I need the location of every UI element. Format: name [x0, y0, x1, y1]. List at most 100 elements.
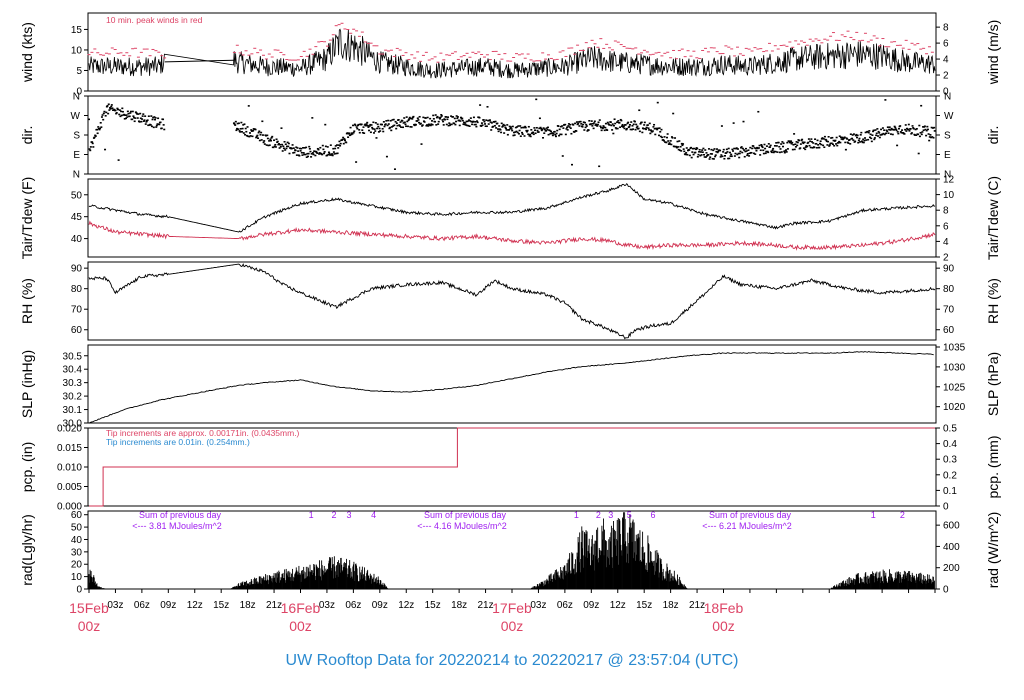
ylabel-left: Tair/Tdew (F)	[19, 177, 35, 259]
ytick-label-left: E	[73, 150, 80, 161]
rad-marker: 3	[346, 510, 351, 520]
rad-marker: 1	[871, 510, 876, 520]
series-wind	[88, 28, 936, 79]
hour-tick-label: 21z	[478, 600, 494, 611]
hour-tick-label: 12z	[187, 600, 203, 611]
ytick-label-left: 10	[71, 572, 83, 583]
hour-tick-label: 09z	[160, 600, 176, 611]
hour-tick-label: 09z	[372, 600, 388, 611]
footer-title: UW Rooftop Data for 20220214 to 20220217…	[286, 652, 739, 669]
hour-tick-label: 09z	[583, 600, 599, 611]
ylabel-right: wind (m/s)	[985, 20, 1001, 86]
ytick-label-left: 60	[71, 510, 83, 521]
ylabel-left: SLP (inHg)	[19, 350, 35, 418]
ytick-label-left: 80	[71, 284, 83, 295]
series-rh	[88, 263, 936, 340]
ytick-label-right: 6	[943, 221, 949, 232]
panel-rh: RH (%) RH (%) 60 70 80 90 60 70 80 90	[19, 261, 1001, 341]
ylabel-left: pcp. (in)	[19, 442, 35, 493]
ytick-label-right: 90	[943, 264, 955, 275]
panel-frame	[87, 12, 937, 92]
hour-tick-label: 15z	[213, 600, 229, 611]
ylabel-right: pcp. (mm)	[985, 436, 1001, 499]
ytick-label-left: 0	[76, 585, 82, 596]
ytick-label-right: 1020	[943, 402, 966, 413]
hour-tick-label: 21z	[689, 600, 705, 611]
ytick-label-right: 4	[943, 55, 949, 66]
series-peak-winds	[87, 22, 934, 63]
ytick-label-left: 70	[71, 305, 83, 316]
ytick-label-left: 50	[71, 523, 83, 534]
series-rad	[88, 512, 935, 589]
ytick-label-right: 0.5	[943, 424, 957, 435]
ytick-label-left: S	[73, 131, 80, 142]
hour-tick-label: 03z	[319, 600, 335, 611]
panel-rad: rad(Lgly/hr) rad (W/m^2)01020304050600200…	[19, 510, 1001, 596]
ytick-label-left: 0	[76, 87, 82, 98]
series-tair	[88, 183, 936, 233]
hour-tick-label: 06z	[134, 600, 150, 611]
ytick-label-right: S	[944, 131, 951, 142]
rad-marker: 4	[371, 510, 376, 520]
pcp-annotation-2: Tip increments are 0.01in. (0.254mm.)	[106, 437, 250, 447]
panel-pcp: pcp. (in) pcp. (mm) 0.000 0.005 0.010 0.015 0.…	[19, 424, 1001, 513]
ytick-label-right: 400	[943, 542, 960, 553]
day-sum-label: Sum of previous day	[424, 510, 507, 520]
day-tick-date: 18Feb	[704, 600, 744, 616]
panel-wind: wind (kts) wind (m/s) 0 5 10 15 0 2 4 6 8 10 min. p…	[19, 12, 1001, 98]
rad-marker: 2	[900, 510, 905, 520]
ytick-label-left: 30.3	[63, 378, 83, 389]
ytick-label-left: 40	[71, 535, 83, 546]
panel-frame	[87, 178, 937, 258]
wind-annotation: 10 min. peak winds in red	[106, 15, 203, 25]
ytick-label-left: 50	[71, 190, 83, 201]
ytick-label-right: 600	[943, 521, 960, 532]
ytick-label-left: 0.010	[57, 463, 82, 474]
ytick-label-left: 45	[71, 212, 83, 223]
ylabel-right: Tair/Tdew (C)	[985, 176, 1001, 260]
ytick-label-left: 10	[71, 45, 83, 56]
ytick-label-right: 6	[943, 39, 949, 50]
ytick-label-right: 0	[943, 502, 949, 513]
ytick-label-left: 0.005	[57, 482, 82, 493]
panel-temp: Tair/Tdew (F) Tair/Tdew (C) 40 45 50 2 4 6 8 10 12	[19, 175, 1001, 264]
ytick-label-left: 90	[71, 264, 83, 275]
hour-tick-label: 15z	[636, 600, 652, 611]
ytick-label-left: 60	[71, 325, 83, 336]
hour-tick-label: 03z	[530, 600, 546, 611]
series-slp	[88, 350, 934, 424]
ytick-label-left: N	[73, 92, 80, 103]
day-sum-label: Sum of previous day	[139, 510, 222, 520]
ytick-label-left: W	[71, 111, 81, 122]
ytick-label-right: 4	[943, 237, 949, 248]
rad-marker: 3	[608, 510, 613, 520]
ytick-label-right: 1030	[943, 362, 966, 373]
hour-tick-label: 18z	[663, 600, 679, 611]
ylabel-left: wind (kts)	[19, 22, 35, 83]
ytick-label-right: 80	[943, 284, 955, 295]
ytick-label-right: 0	[943, 87, 949, 98]
ytick-label-left: 30.4	[63, 365, 83, 376]
hour-tick-label: 06z	[557, 600, 573, 611]
ytick-label-left: 0.020	[57, 424, 82, 435]
ytick-label-left: N	[73, 170, 80, 181]
day-sum-value: <--- 3.81 MJoules/m^2	[132, 521, 222, 531]
ytick-label-left: 30.2	[63, 392, 83, 403]
ytick-label-left: 30.1	[63, 405, 83, 416]
rad-marker: 6	[650, 510, 655, 520]
ytick-label-right: 0.3	[943, 455, 957, 466]
ytick-label-left: 5	[76, 66, 82, 77]
time-axis: 03z 06z 09z 12z 15z 18z 21z 03z 06z 09z 12z 15z 18z 2…	[69, 588, 936, 634]
ylabel-right: RH (%)	[985, 278, 1001, 324]
ylabel-right: dir.	[985, 126, 1001, 145]
ytick-label-right: 2	[943, 253, 949, 264]
ytick-label-right: E	[944, 150, 951, 161]
day-tick-date: 17Feb	[492, 600, 532, 616]
hour-tick-label: 21z	[266, 600, 282, 611]
rad-marker: 1	[574, 510, 579, 520]
ytick-label-right: N	[944, 170, 951, 181]
ytick-label-right: 8	[943, 23, 949, 34]
ytick-label-left: 0.000	[57, 502, 82, 513]
ytick-label-right: 1035	[943, 342, 966, 353]
